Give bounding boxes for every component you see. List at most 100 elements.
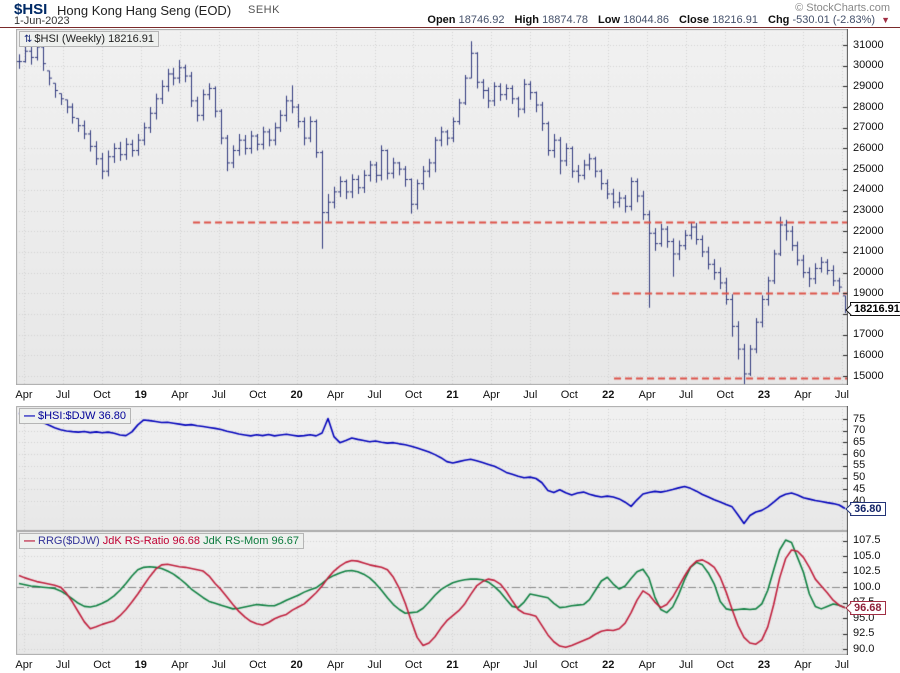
x-tick-label: Apr (327, 389, 345, 401)
x-tick-label: Apr (794, 389, 812, 401)
open-label: Open (427, 14, 456, 26)
y-tick-label: 92.5 (853, 627, 875, 640)
rrg-panel-canvas (16, 531, 848, 655)
y-tick-label: 16000 (853, 348, 884, 361)
y-tick-label: 75 (853, 412, 866, 425)
main-legend: ⇅ $HSI (Weekly) 18216.91 (19, 31, 160, 47)
x-tick-label: Oct (560, 389, 578, 401)
close-label: Close (679, 14, 709, 26)
rs-ratio-last-value: 96.68 (854, 601, 882, 614)
chg-value: -530.01 (-2.83%) (792, 14, 876, 26)
ratio-last-value-tag: 36.80 (845, 501, 886, 516)
ratio-legend-label: $HSI:$DJW 36.80 (38, 410, 127, 422)
x-tick-label: Oct (716, 659, 734, 671)
x-tick-label: Oct (716, 389, 734, 401)
y-tick-label: 65 (853, 435, 866, 448)
y-tick-label: 105.0 (853, 549, 881, 562)
main-price-canvas (16, 29, 848, 385)
x-tick-label: Oct (93, 659, 111, 671)
x-tick-label: 22 (602, 389, 615, 401)
y-tick-label: 19000 (853, 286, 884, 299)
y-tick-label: 31000 (853, 38, 884, 51)
x-tick-label: Apr (638, 389, 656, 401)
x-tick-label: Jul (679, 659, 694, 671)
x-tick-label: 19 (134, 389, 147, 401)
x-tick-label: 23 (757, 659, 771, 671)
main-x-axis: Apr Jul Oct 19 Apr Jul Oct 20 Apr Jul Oct 21 Apr Jul O… (0, 386, 900, 405)
y-tick-label: 55 (853, 459, 866, 472)
x-tick-label: Jul (679, 389, 694, 401)
x-tick-label: Jul (367, 659, 382, 671)
x-tick-label: Oct (404, 389, 422, 401)
close-value: 18216.91 (712, 14, 758, 26)
x-tick-label: 21 (446, 659, 459, 671)
x-tick-label: Apr (15, 659, 33, 671)
x-tick-label: 22 (602, 659, 615, 671)
ratio-last-value: 36.80 (854, 502, 882, 515)
high-value: 18874.78 (542, 14, 588, 26)
x-tick-label: Apr (482, 659, 500, 671)
chg-down-icon: ▼ (881, 15, 890, 25)
y-tick-label: 70 (853, 424, 866, 437)
y-tick-label: 26000 (853, 141, 884, 154)
ratio-legend: — $HSI:$DJW 36.80 (19, 408, 132, 424)
x-tick-label: Apr (794, 659, 812, 671)
y-tick-label: 17000 (853, 328, 884, 341)
x-tick-label: Apr (638, 659, 656, 671)
y-tick-label: 45 (853, 482, 866, 495)
y-tick-label: 107.5 (853, 534, 881, 547)
x-tick-label: 20 (290, 659, 303, 671)
y-tick-label: 30000 (853, 59, 884, 72)
rrg-name-label: RRG($DJW) (38, 535, 100, 547)
x-tick-label: Jul (523, 659, 538, 671)
x-tick-label: Oct (249, 389, 267, 401)
rrg-legend: — RRG($DJW) JdK RS-Ratio 96.68 JdK RS-Mom… (19, 533, 305, 549)
y-tick-label: 23000 (853, 204, 884, 217)
x-tick-label: Jul (211, 659, 226, 671)
x-tick-label: Apr (15, 389, 33, 401)
x-tick-label: Apr (327, 659, 345, 671)
symbol-title: Hong Kong Hang Seng (EOD) (57, 3, 232, 18)
x-tick-label: Jul (211, 389, 226, 401)
y-tick-label: 90.0 (853, 642, 875, 655)
y-tick-label: 15000 (853, 369, 884, 382)
x-tick-label: Jul (55, 389, 70, 401)
x-tick-label: Jul (523, 389, 538, 401)
x-tick-label: Jul (55, 659, 70, 671)
x-tick-label: Oct (249, 659, 267, 671)
x-tick-label: Oct (93, 389, 111, 401)
low-label: Low (598, 14, 621, 26)
rs-mom-legend-label: JdK RS-Mom 96.67 (203, 535, 300, 547)
open-value: 18746.92 (458, 14, 505, 26)
y-tick-label: 100.0 (853, 580, 881, 593)
y-tick-label: 28000 (853, 100, 884, 113)
x-tick-label: Apr (171, 659, 189, 671)
x-tick-label: 20 (290, 389, 303, 401)
ratio-panel-canvas (16, 406, 848, 531)
rs-ratio-last-value-tag: 96.68 (845, 600, 886, 615)
last-price-tag: 18216.91 (845, 302, 900, 317)
x-tick-label: Oct (560, 659, 578, 671)
main-legend-label: $HSI (Weekly) 18216.91 (34, 33, 155, 45)
chart-type-icon: ⇅ (24, 34, 33, 45)
chart-header: $HSI Hong Kong Hang Seng (EOD) SEHK 1-Ju… (0, 0, 900, 28)
chart-date: 1-Jun-2023 (14, 15, 70, 27)
y-tick-label: 21000 (853, 245, 884, 258)
y-tick-label: 29000 (853, 79, 884, 92)
y-tick-label: 50 (853, 471, 866, 484)
y-tick-label: 24000 (853, 183, 884, 196)
x-tick-label: Jul (834, 389, 849, 401)
symbol: $HSI (14, 1, 48, 18)
rs-ratio-legend-label: JdK RS-Ratio 96.68 (102, 535, 200, 547)
x-tick-label: Oct (404, 659, 422, 671)
x-tick-label: 21 (446, 389, 459, 401)
y-tick-label: 102.5 (853, 565, 881, 578)
bottom-x-axis: Apr Jul Oct 19 Apr Jul Oct 20 Apr Jul Oct 21 Apr Jul O… (0, 656, 900, 673)
x-tick-label: Jul (367, 389, 382, 401)
stockcharts-credit-link[interactable]: © StockCharts.com (795, 2, 890, 14)
y-tick-label: 27000 (853, 121, 884, 134)
x-tick-label: 23 (757, 389, 771, 401)
header-divider (0, 27, 900, 28)
exchange-label: SEHK (248, 4, 280, 16)
